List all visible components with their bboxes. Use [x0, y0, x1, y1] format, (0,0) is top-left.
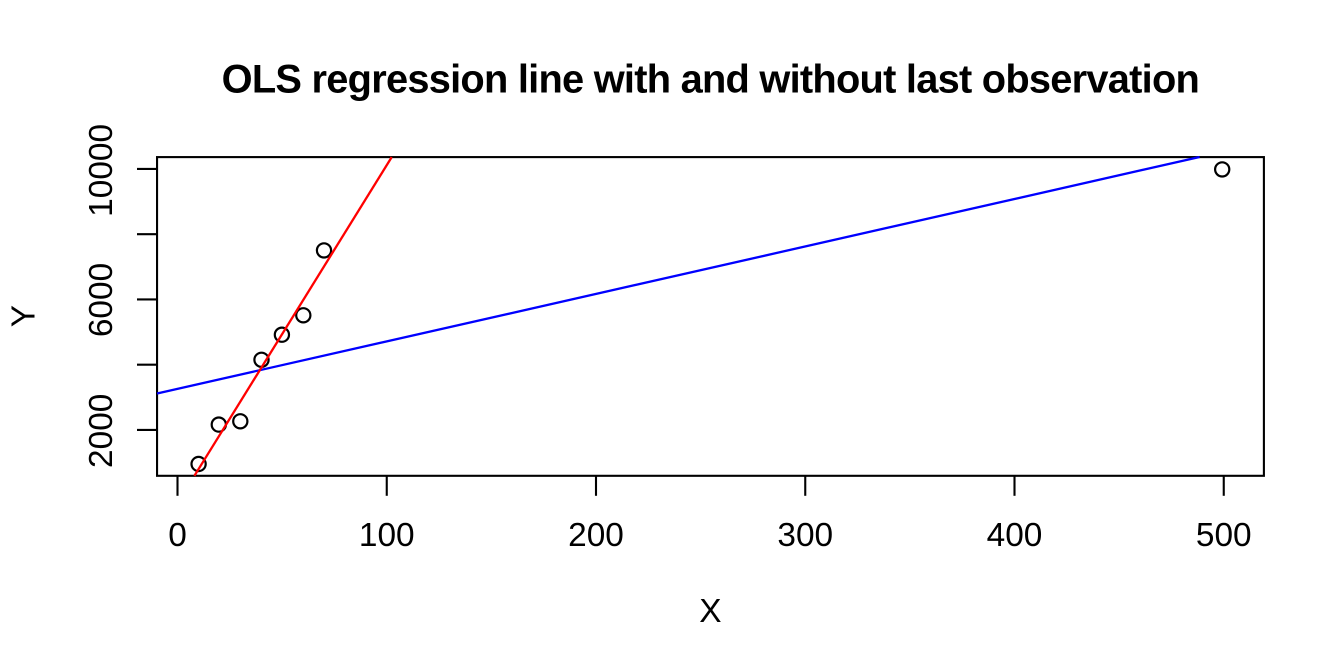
svg-text:500: 500 — [1196, 517, 1252, 554]
svg-text:6000: 6000 — [83, 263, 120, 337]
svg-text:100: 100 — [359, 517, 415, 554]
svg-text:Y: Y — [6, 305, 43, 327]
svg-text:OLS regression line with and w: OLS regression line with and without las… — [222, 57, 1199, 101]
svg-text:2000: 2000 — [83, 394, 120, 468]
svg-text:400: 400 — [987, 517, 1043, 554]
svg-text:200: 200 — [568, 517, 624, 554]
svg-text:10000: 10000 — [83, 124, 120, 217]
svg-text:X: X — [699, 593, 721, 630]
svg-text:0: 0 — [168, 517, 187, 554]
svg-text:300: 300 — [777, 517, 833, 554]
